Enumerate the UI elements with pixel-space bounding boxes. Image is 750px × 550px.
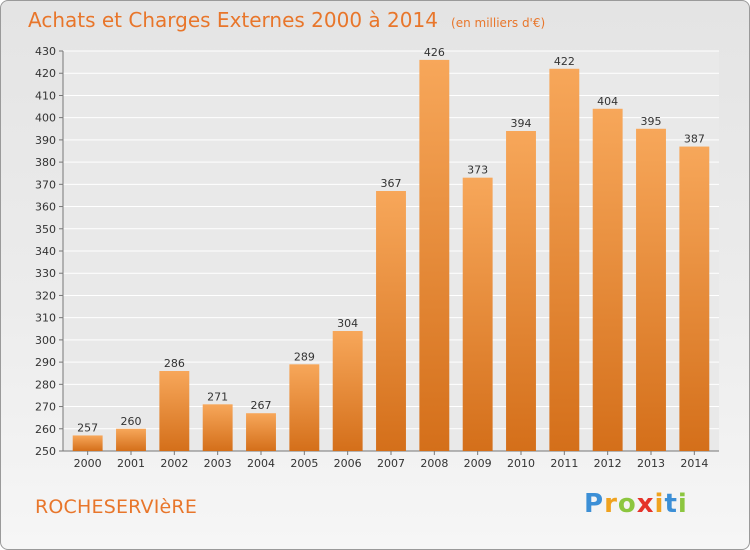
y-tick-label: 290 — [35, 356, 56, 369]
bar — [246, 413, 276, 451]
logo-letter: o — [617, 489, 637, 519]
y-tick-label: 380 — [35, 156, 56, 169]
y-tick-label: 340 — [35, 245, 56, 258]
y-tick-label: 320 — [35, 289, 56, 302]
logo-letter: r — [604, 489, 618, 519]
bar — [376, 191, 406, 451]
x-tick-label: 2007 — [377, 457, 405, 470]
data-label: 304 — [337, 317, 358, 330]
y-tick-label: 300 — [35, 334, 56, 347]
proxiti-logo: Proxiti — [584, 489, 688, 519]
logo-letter: t — [664, 489, 678, 519]
y-tick-label: 260 — [35, 423, 56, 436]
logo-letter: P — [584, 489, 605, 519]
data-label: 422 — [554, 55, 575, 68]
y-tick-label: 280 — [35, 378, 56, 391]
bar — [116, 428, 146, 451]
logo-letter: i — [654, 489, 665, 519]
x-tick-label: 2010 — [507, 457, 535, 470]
y-tick-label: 270 — [35, 401, 56, 414]
y-tick-label: 370 — [35, 178, 56, 191]
x-tick-label: 2002 — [160, 457, 188, 470]
bar — [72, 435, 103, 451]
bar — [462, 177, 493, 451]
data-label: 271 — [207, 390, 228, 403]
data-label: 367 — [381, 177, 402, 190]
data-label: 426 — [424, 46, 445, 59]
x-tick-label: 2013 — [637, 457, 665, 470]
y-tick-label: 330 — [35, 267, 56, 280]
bar — [289, 364, 320, 451]
data-label: 373 — [467, 164, 488, 177]
bar — [506, 131, 536, 451]
data-label: 404 — [597, 95, 618, 108]
y-tick-label: 420 — [35, 67, 56, 80]
x-tick-label: 2005 — [290, 457, 318, 470]
chart-title: Achats et Charges Externes 2000 à 2014 — [28, 8, 438, 32]
x-tick-label: 2004 — [247, 457, 275, 470]
y-tick-label: 430 — [35, 45, 56, 58]
bar — [549, 68, 580, 452]
bar — [636, 128, 666, 451]
bar — [679, 146, 710, 452]
bar — [592, 108, 623, 452]
y-tick-label: 310 — [35, 312, 56, 325]
y-tick-label: 390 — [35, 134, 56, 147]
y-tick-label: 400 — [35, 112, 56, 125]
chart-subtitle: (en milliers d'€) — [451, 16, 546, 30]
data-label: 289 — [294, 350, 315, 363]
logo-letter: i — [677, 489, 688, 519]
x-tick-label: 2009 — [464, 457, 492, 470]
data-label: 267 — [251, 399, 272, 412]
x-tick-label: 2003 — [204, 457, 232, 470]
x-tick-label: 2008 — [420, 457, 448, 470]
logo-letter: x — [636, 489, 655, 519]
bar — [159, 371, 190, 451]
x-tick-label: 2001 — [117, 457, 145, 470]
chart-title-block: Achats et Charges Externes 2000 à 2014 (… — [28, 8, 545, 32]
bar — [202, 404, 233, 451]
bar — [332, 331, 363, 451]
data-label: 395 — [641, 115, 662, 128]
data-label: 394 — [511, 117, 532, 130]
y-tick-label: 410 — [35, 89, 56, 102]
y-tick-label: 360 — [35, 201, 56, 214]
data-label: 257 — [77, 421, 98, 434]
commune-name: ROCHESERVIèRE — [35, 496, 198, 518]
x-tick-label: 2011 — [550, 457, 578, 470]
data-label: 260 — [121, 415, 142, 428]
y-tick-label: 350 — [35, 223, 56, 236]
x-tick-label: 2006 — [334, 457, 362, 470]
data-label: 387 — [684, 133, 705, 146]
x-tick-label: 2012 — [594, 457, 622, 470]
y-tick-label: 250 — [35, 445, 56, 458]
bar — [419, 59, 450, 452]
x-tick-label: 2014 — [680, 457, 708, 470]
x-tick-label: 2000 — [74, 457, 102, 470]
data-label: 286 — [164, 357, 185, 370]
